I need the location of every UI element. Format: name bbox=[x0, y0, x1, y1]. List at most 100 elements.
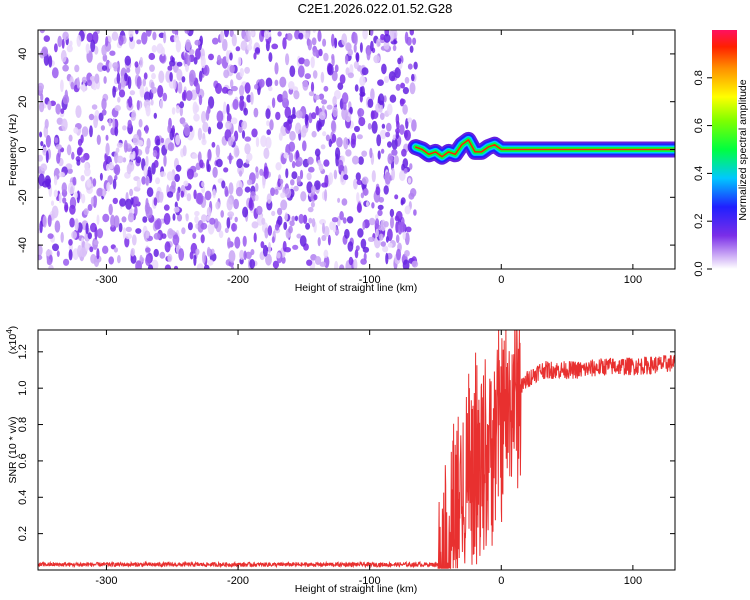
noise-speck bbox=[202, 121, 209, 133]
noise-speck bbox=[366, 49, 371, 61]
noise-speck bbox=[322, 222, 325, 234]
noise-speck bbox=[130, 197, 134, 205]
noise-speck bbox=[409, 30, 414, 36]
noise-speck bbox=[357, 108, 365, 117]
noise-speck bbox=[88, 113, 95, 121]
noise-speck bbox=[389, 94, 397, 103]
noise-speck bbox=[222, 38, 228, 52]
noise-speck bbox=[324, 189, 328, 202]
noise-speck bbox=[241, 120, 248, 130]
noise-speck bbox=[108, 61, 113, 70]
snr-xtick-label: -300 bbox=[95, 575, 117, 587]
noise-speck bbox=[328, 138, 332, 148]
noise-speck bbox=[224, 186, 229, 197]
noise-speck bbox=[183, 180, 189, 187]
noise-speck bbox=[411, 73, 415, 82]
snr-ytick-label: 0.6 bbox=[17, 453, 29, 468]
noise-speck bbox=[378, 196, 385, 203]
noise-speck bbox=[296, 175, 301, 186]
noise-speck bbox=[198, 94, 203, 106]
noise-speck bbox=[74, 191, 78, 199]
noise-speck bbox=[288, 152, 294, 163]
noise-speck bbox=[360, 192, 365, 199]
noise-speck bbox=[348, 256, 354, 266]
noise-speck bbox=[169, 60, 176, 67]
noise-speck bbox=[108, 256, 114, 265]
noise-speck bbox=[282, 90, 288, 103]
noise-speck bbox=[275, 111, 281, 121]
noise-speck bbox=[105, 142, 110, 156]
noise-speck bbox=[274, 223, 280, 231]
noise-speck bbox=[129, 154, 135, 160]
noise-speck bbox=[383, 33, 391, 43]
noise-speck bbox=[216, 158, 223, 168]
noise-speck bbox=[43, 53, 50, 66]
noise-speck bbox=[407, 177, 412, 184]
noise-speck bbox=[173, 34, 180, 43]
noise-speck bbox=[157, 85, 164, 98]
noise-speck bbox=[369, 30, 374, 36]
noise-speck bbox=[296, 156, 303, 167]
noise-speck bbox=[147, 264, 154, 269]
noise-speck bbox=[389, 208, 395, 218]
noise-speck bbox=[409, 82, 416, 95]
noise-speck bbox=[408, 192, 415, 200]
noise-speck bbox=[304, 73, 311, 80]
noise-speck bbox=[159, 53, 166, 63]
noise-speck bbox=[362, 221, 366, 230]
noise-speck bbox=[407, 117, 413, 123]
noise-speck bbox=[129, 90, 136, 96]
noise-speck bbox=[207, 148, 212, 161]
noise-speck bbox=[185, 39, 192, 51]
noise-speck bbox=[356, 179, 363, 186]
colorbar-tick-label: 0.6 bbox=[693, 118, 705, 133]
noise-speck bbox=[113, 247, 118, 253]
noise-speck bbox=[225, 120, 232, 130]
noise-speck bbox=[40, 93, 44, 102]
noise-speck bbox=[58, 193, 62, 204]
noise-speck bbox=[360, 238, 367, 249]
noise-speck bbox=[128, 30, 134, 38]
noise-speck bbox=[60, 49, 67, 63]
noise-speck bbox=[110, 214, 116, 228]
noise-speck bbox=[141, 176, 146, 185]
spectrogram-ytick-label: -40 bbox=[17, 237, 29, 253]
noise-speck bbox=[167, 253, 173, 263]
noise-speck bbox=[403, 168, 408, 174]
noise-speck bbox=[330, 120, 336, 132]
noise-speck bbox=[244, 66, 251, 74]
noise-speck bbox=[164, 264, 172, 269]
noise-speck bbox=[264, 227, 269, 239]
noise-speck bbox=[231, 223, 238, 232]
noise-speck bbox=[288, 225, 293, 234]
noise-speck bbox=[262, 175, 266, 189]
noise-speck bbox=[342, 217, 347, 224]
noise-speck bbox=[254, 194, 259, 201]
noise-speck bbox=[263, 30, 270, 40]
noise-speck bbox=[125, 198, 132, 210]
noise-speck bbox=[211, 141, 216, 148]
noise-speck bbox=[172, 234, 180, 246]
noise-speck bbox=[283, 152, 289, 159]
noise-speck bbox=[45, 150, 49, 163]
noise-speck bbox=[93, 240, 99, 246]
noise-speck bbox=[216, 54, 222, 66]
noise-speck bbox=[40, 141, 44, 147]
noise-speck bbox=[55, 103, 61, 115]
noise-speck bbox=[226, 217, 231, 229]
noise-speck bbox=[185, 213, 189, 222]
noise-speck bbox=[38, 154, 43, 162]
noise-speck bbox=[178, 248, 185, 261]
noise-speck bbox=[47, 100, 52, 111]
noise-speck bbox=[383, 76, 390, 83]
noise-speck bbox=[311, 185, 316, 194]
noise-speck bbox=[142, 78, 146, 87]
noise-speck bbox=[96, 248, 100, 260]
noise-speck bbox=[307, 156, 314, 165]
noise-speck bbox=[374, 218, 380, 229]
noise-speck bbox=[171, 107, 176, 115]
noise-speck bbox=[383, 95, 387, 103]
noise-speck bbox=[356, 203, 362, 213]
noise-speck bbox=[297, 65, 305, 78]
noise-speck bbox=[375, 252, 380, 258]
